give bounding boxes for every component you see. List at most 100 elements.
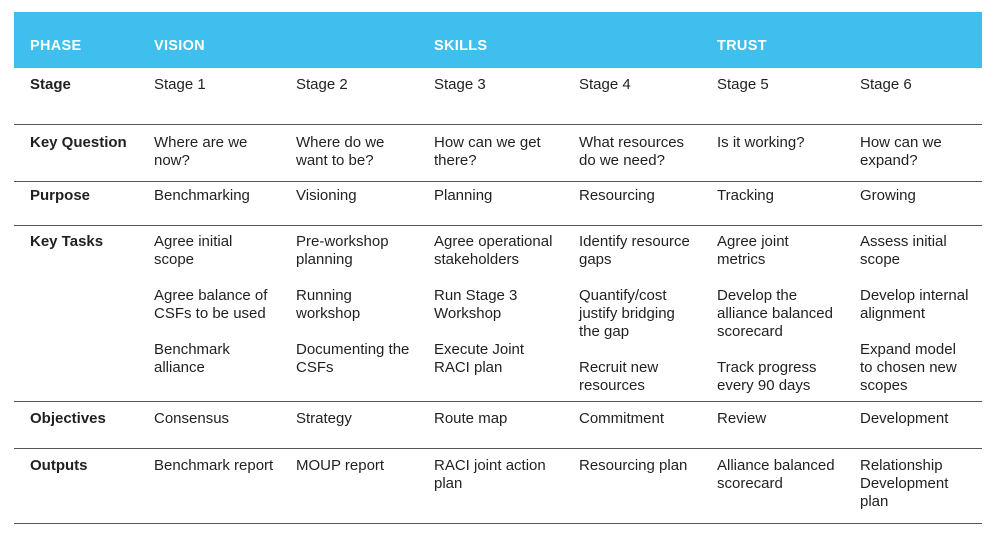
table-cell: Consensus xyxy=(154,410,229,428)
cell-text: Where are we now? xyxy=(154,134,248,169)
cell-text: Stage 1 xyxy=(154,76,206,93)
cell-text: Relationship Development plan xyxy=(860,457,949,510)
cell-text: Where do we want to be? xyxy=(296,134,385,169)
table-cell: Where do we want to be? xyxy=(296,134,384,170)
cell-text: Expand model to chosen new scopes xyxy=(860,341,957,394)
cell-text: Develop internal alignment xyxy=(860,287,969,322)
cell-text: Stage 4 xyxy=(579,76,631,93)
stage-table: PHASE VISION SKILLS TRUST Stage Stage 1 St… xyxy=(14,12,982,524)
table-cell: Visioning xyxy=(296,187,357,205)
header-trust: TRUST xyxy=(717,38,767,54)
table-row-key-tasks: Key Tasks Agree initial scope Agree balance… xyxy=(14,226,982,402)
table-cell: How can we expand? xyxy=(860,134,942,170)
cell-text: Stage 3 xyxy=(434,76,486,93)
table-cell: Agree operational stakeholders Run Stage 3… xyxy=(434,233,552,377)
cell-text: Develop the alliance balanced scorecard xyxy=(717,287,833,340)
table-cell: Agree joint metrics Develop the alliance ba… xyxy=(717,233,833,395)
table-cell: Benchmark report xyxy=(154,457,273,475)
cell-text: Commitment xyxy=(579,410,665,427)
cell-text: Development xyxy=(860,410,949,427)
table-cell: MOUP report xyxy=(296,457,384,475)
header-phase: PHASE xyxy=(30,38,82,54)
table-cell: Route map xyxy=(434,410,507,428)
cell-text: Resourcing plan xyxy=(579,457,688,474)
cell-text: Quantify/cost justify bridging the gap xyxy=(579,287,675,340)
table-cell: Pre-workshop planning Running workshop Docum… xyxy=(296,233,409,377)
cell-text: Benchmark alliance xyxy=(154,341,230,376)
table-cell: What resources do we need? xyxy=(579,134,684,170)
cell-text: How can we get there? xyxy=(434,134,541,169)
header-skills: SKILLS xyxy=(434,38,488,54)
cell-text: Track progress every 90 days xyxy=(717,359,817,394)
row-label: Outputs xyxy=(30,457,88,474)
table-row-key-question: Key Question Where are we now? Where do we w… xyxy=(14,125,982,182)
cell-text: Visioning xyxy=(296,187,357,204)
table-row-purpose: Purpose Benchmarking Visioning Planning Reso… xyxy=(14,182,982,226)
table-cell: Stage 5 xyxy=(717,76,769,94)
table-cell: Resourcing plan xyxy=(579,457,687,475)
table-cell: Agree initial scope Agree balance of CSFs t… xyxy=(154,233,267,377)
cell-text: Benchmark report xyxy=(154,457,274,474)
cell-text: Route map xyxy=(434,410,508,427)
row-label: Stage xyxy=(30,76,71,93)
row-label: Objectives xyxy=(30,410,106,427)
table-cell: Development xyxy=(860,410,948,428)
cell-text: Run Stage 3 Workshop xyxy=(434,287,518,322)
cell-text: Recruit new resources xyxy=(579,359,659,394)
cell-text: Stage 2 xyxy=(296,76,348,93)
row-label: Purpose xyxy=(30,187,91,204)
table-cell: How can we get there? xyxy=(434,134,541,170)
cell-text: Pre-workshop planning xyxy=(296,233,389,268)
table-cell: Tracking xyxy=(717,187,774,205)
table-cell: RACI joint action plan xyxy=(434,457,546,493)
cell-text: Stage 5 xyxy=(717,76,769,93)
cell-text: Agree balance of CSFs to be used xyxy=(154,287,268,322)
cell-text: Running workshop xyxy=(296,287,361,322)
cell-text: Assess initial scope xyxy=(860,233,947,268)
cell-text: Review xyxy=(717,410,767,427)
cell-text: Execute Joint RACI plan xyxy=(434,341,525,376)
table-row-objectives: Objectives Consensus Strategy Route map Comm… xyxy=(14,402,982,449)
cell-text: Identify resource gaps xyxy=(579,233,690,268)
cell-text: RACI joint action plan xyxy=(434,457,546,492)
table-cell: Commitment xyxy=(579,410,664,428)
cell-text: Stage 6 xyxy=(860,76,912,93)
row-label: Key Tasks xyxy=(30,233,104,250)
table-cell: Relationship Development plan xyxy=(860,457,948,511)
cell-text: Resourcing xyxy=(579,187,655,204)
table-cell: Stage 3 xyxy=(434,76,486,94)
cell-text: Agree joint metrics xyxy=(717,233,789,268)
cell-text: Alliance balanced scorecard xyxy=(717,457,835,492)
cell-text: Benchmarking xyxy=(154,187,250,204)
cell-text: Agree initial scope xyxy=(154,233,233,268)
table-row-outputs: Outputs Benchmark report MOUP report RACI j… xyxy=(14,449,982,524)
cell-text: Strategy xyxy=(296,410,352,427)
cell-text: What resources do we need? xyxy=(579,134,685,169)
table-cell: Resourcing xyxy=(579,187,655,205)
cell-text: Tracking xyxy=(717,187,774,204)
header-vision: VISION xyxy=(154,38,205,54)
table-row-stage: Stage Stage 1 Stage 2 Stage 3 Stage 4 Stage 5… xyxy=(14,68,982,125)
cell-text: Is it working? xyxy=(717,134,805,151)
cell-text: How can we expand? xyxy=(860,134,942,169)
table-cell: Stage 1 xyxy=(154,76,206,94)
table-cell: Growing xyxy=(860,187,916,205)
table-cell: Assess initial scope Develop internal align… xyxy=(860,233,968,395)
table-cell: Review xyxy=(717,410,766,428)
cell-text: Growing xyxy=(860,187,916,204)
table-cell: Stage 6 xyxy=(860,76,912,94)
cell-text: Documenting the CSFs xyxy=(296,341,410,376)
table-cell: Where are we now? xyxy=(154,134,247,170)
cell-text: Agree operational stakeholders xyxy=(434,233,553,268)
table-header: PHASE VISION SKILLS TRUST xyxy=(14,12,982,68)
table-cell: Stage 2 xyxy=(296,76,348,94)
table-cell: Planning xyxy=(434,187,492,205)
row-label: Key Question xyxy=(30,134,127,151)
table-cell: Stage 4 xyxy=(579,76,631,94)
table-body: Stage Stage 1 Stage 2 Stage 3 Stage 4 Stage 5… xyxy=(14,68,982,524)
table-cell: Benchmarking xyxy=(154,187,250,205)
table-cell: Identify resource gaps Quantify/cost justif… xyxy=(579,233,690,395)
cell-text: MOUP report xyxy=(296,457,385,474)
table-cell: Is it working? xyxy=(717,134,805,152)
cell-text: Consensus xyxy=(154,410,230,427)
